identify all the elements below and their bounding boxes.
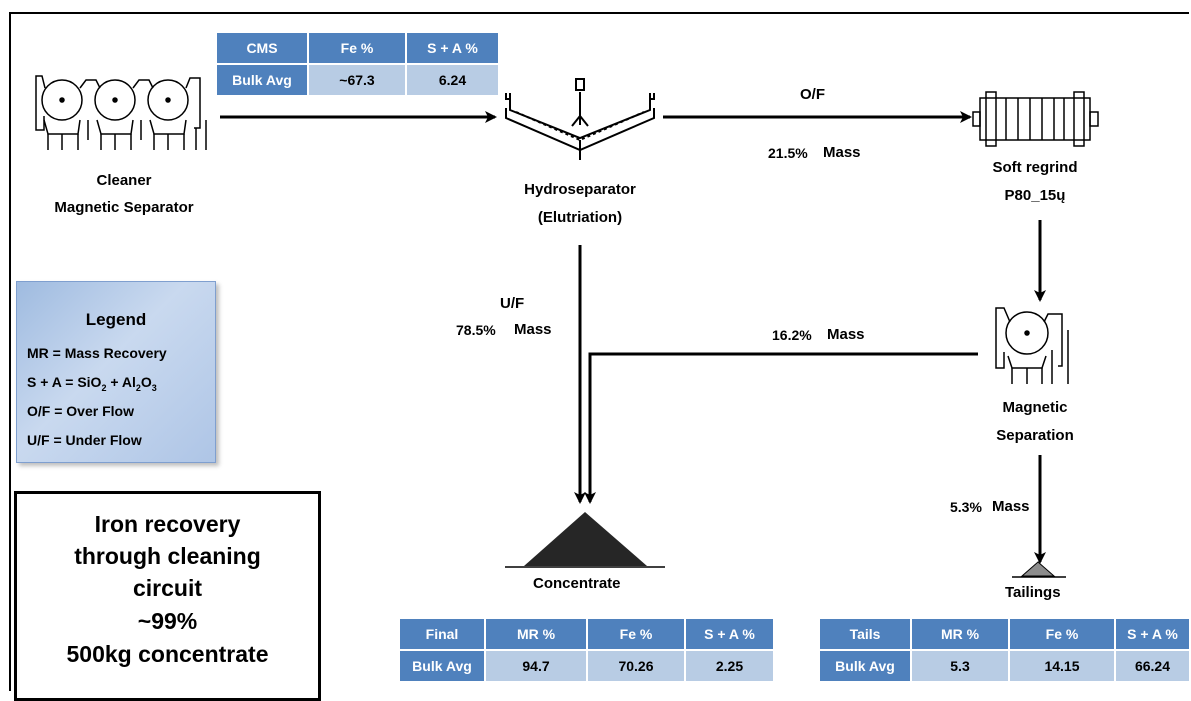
cms-cell-1: ~67.3 xyxy=(307,63,407,97)
legend-mr: MR = Mass Recovery xyxy=(27,345,167,361)
cms-header-2: S + A % xyxy=(405,31,500,65)
legend-sa: S + A = SiO2 + Al2O3 xyxy=(27,374,157,393)
legend-of: O/F = Over Flow xyxy=(27,403,134,419)
uf-mass-pct: 78.5% xyxy=(456,322,496,338)
recovery-line5: 500kg concentrate xyxy=(66,641,269,667)
cms-cell-2: 6.24 xyxy=(405,63,500,97)
regrind-label-line1: Soft regrind xyxy=(992,159,1078,176)
hydro-label-line1: Hydroseparator xyxy=(524,181,636,198)
tails-cell-1: 5.3 xyxy=(910,649,1010,683)
diagram-frame xyxy=(9,12,1189,691)
cleaner-separator-icon xyxy=(35,75,207,150)
tail-mass-pct: 5.3% xyxy=(950,499,982,515)
tails-cell-3: 66.24 xyxy=(1114,649,1191,683)
recovery-line2: through cleaning xyxy=(74,543,261,569)
legend-sa-prefix: S + A = SiO xyxy=(27,374,102,390)
final-table: Final MR % Fe % S + A % Bulk Avg 94.7 70… xyxy=(398,617,775,683)
legend-uf: U/F = Under Flow xyxy=(27,432,142,448)
concentrate-label: Concentrate xyxy=(533,575,621,592)
flow-lines xyxy=(220,111,1046,564)
of-mass-word: Mass xyxy=(823,144,861,161)
final-header-1: MR % xyxy=(484,617,588,651)
legend-sa-sub3: 3 xyxy=(151,382,157,393)
regrind-label-line2: P80_15ų xyxy=(1004,187,1066,204)
legend-box: Legend MR = Mass Recovery S + A = SiO2 +… xyxy=(16,281,216,463)
cms-header-0: CMS xyxy=(215,31,309,65)
legend-sa-mid: + Al xyxy=(106,374,136,390)
magsep-label-line1: Magnetic xyxy=(1002,399,1068,416)
cleaner-label: Cleaner Magnetic Separator xyxy=(28,172,220,217)
uf-label: U/F xyxy=(500,295,525,312)
cms-cell-0: Bulk Avg xyxy=(215,63,309,97)
legend-sa-sub2: 2 xyxy=(135,382,141,393)
regrind-label: Soft regrind P80_15ų xyxy=(970,159,1100,205)
hydroseparator-icon xyxy=(505,78,655,160)
tails-cell-2: 14.15 xyxy=(1008,649,1116,683)
hydro-label: Hydroseparator (Elutriation) xyxy=(490,181,670,227)
recovery-box: Iron recovery through cleaning circuit ~… xyxy=(14,491,321,701)
cms-header-1: Fe % xyxy=(307,31,407,65)
final-cell-3: 2.25 xyxy=(684,649,775,683)
final-cell-1: 94.7 xyxy=(484,649,588,683)
final-header-0: Final xyxy=(398,617,486,651)
of-label: O/F xyxy=(800,86,825,103)
regrind-mill-icon xyxy=(972,91,1099,147)
tailings-pile xyxy=(1020,561,1056,577)
tails-header-0: Tails xyxy=(818,617,912,651)
magsep-label-line2: Separation xyxy=(996,427,1074,444)
uf-mass-word: Mass xyxy=(514,321,552,338)
final-header-3: S + A % xyxy=(684,617,775,651)
tails-table: Tails MR % Fe % S + A % Bulk Avg 5.3 14.… xyxy=(818,617,1191,683)
magnetic-separation-icon xyxy=(995,307,1069,384)
cleaner-label-line1: Cleaner xyxy=(96,172,152,189)
recovery-line1: Iron recovery xyxy=(94,511,241,537)
legend-sa-sub1: 2 xyxy=(101,382,107,393)
tails-cell-0: Bulk Avg xyxy=(818,649,912,683)
cleaner-label-line2: Magnetic Separator xyxy=(54,199,194,216)
mag-mass-word: Mass xyxy=(827,326,865,343)
final-header-2: Fe % xyxy=(586,617,686,651)
tails-header-2: Fe % xyxy=(1008,617,1116,651)
recovery-line3: circuit xyxy=(132,575,203,601)
mag-mass-pct: 16.2% xyxy=(772,327,812,343)
tails-header-3: S + A % xyxy=(1114,617,1191,651)
cms-table: CMS Fe % S + A % Bulk Avg ~67.3 6.24 xyxy=(215,31,500,97)
tail-mass-word: Mass xyxy=(992,498,1030,515)
legend-sa-o: O xyxy=(140,374,152,390)
tailings-label: Tailings xyxy=(1005,584,1061,601)
concentrate-pile xyxy=(524,512,647,566)
magsep-concentrate-arrow xyxy=(584,352,978,504)
tails-header-1: MR % xyxy=(910,617,1010,651)
legend-title: Legend xyxy=(85,310,147,329)
hydro-label-line2: (Elutriation) xyxy=(537,209,623,226)
recovery-line4: ~99% xyxy=(137,608,198,634)
final-cell-0: Bulk Avg xyxy=(398,649,486,683)
of-mass-pct: 21.5% xyxy=(768,145,808,161)
magsep-label: Magnetic Separation xyxy=(980,399,1090,445)
final-cell-2: 70.26 xyxy=(586,649,686,683)
